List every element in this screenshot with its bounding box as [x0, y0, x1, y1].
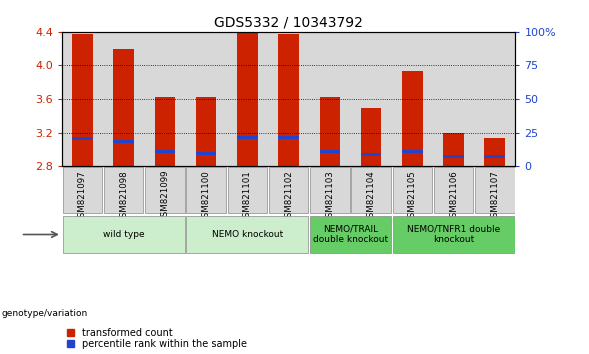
FancyBboxPatch shape — [186, 167, 226, 213]
Text: NEMO/TNFR1 double
knockout: NEMO/TNFR1 double knockout — [407, 225, 500, 244]
Text: GSM821097: GSM821097 — [78, 170, 87, 223]
Bar — [433, 32, 474, 166]
FancyBboxPatch shape — [62, 216, 185, 253]
FancyBboxPatch shape — [62, 167, 102, 213]
Bar — [113, 140, 134, 143]
FancyBboxPatch shape — [310, 167, 350, 213]
Bar — [319, 150, 340, 153]
Bar — [360, 108, 381, 166]
Bar — [237, 136, 258, 139]
FancyBboxPatch shape — [104, 167, 144, 213]
Bar — [484, 138, 505, 166]
FancyBboxPatch shape — [186, 216, 309, 253]
Text: GSM821106: GSM821106 — [449, 170, 458, 223]
Bar — [113, 50, 134, 166]
FancyBboxPatch shape — [310, 216, 391, 253]
Bar — [268, 32, 309, 166]
Bar — [227, 32, 268, 166]
Bar — [392, 32, 433, 166]
Bar — [474, 32, 515, 166]
Bar — [62, 32, 103, 166]
Text: GSM821099: GSM821099 — [160, 170, 170, 222]
Bar — [154, 97, 176, 166]
Bar — [154, 150, 176, 153]
FancyBboxPatch shape — [392, 216, 515, 253]
Text: genotype/variation: genotype/variation — [1, 309, 87, 318]
FancyBboxPatch shape — [269, 167, 309, 213]
Bar — [309, 32, 350, 166]
Bar — [402, 150, 422, 153]
Bar — [443, 133, 464, 166]
Bar — [72, 137, 92, 140]
Bar — [484, 155, 505, 158]
Text: GSM821105: GSM821105 — [408, 170, 417, 223]
Text: wild type: wild type — [103, 230, 144, 239]
Bar — [443, 155, 464, 158]
FancyBboxPatch shape — [434, 167, 474, 213]
Bar — [144, 32, 186, 166]
Text: GSM821103: GSM821103 — [325, 170, 335, 223]
Text: GSM821100: GSM821100 — [201, 170, 211, 223]
Text: GSM821102: GSM821102 — [284, 170, 293, 223]
Bar — [196, 152, 216, 155]
Bar — [186, 32, 227, 166]
Text: GSM821101: GSM821101 — [243, 170, 252, 223]
Bar — [278, 136, 299, 139]
FancyBboxPatch shape — [392, 167, 432, 213]
Text: GSM821107: GSM821107 — [490, 170, 499, 223]
Title: GDS5332 / 10343792: GDS5332 / 10343792 — [214, 15, 363, 29]
Text: GSM821098: GSM821098 — [119, 170, 128, 223]
Bar — [360, 153, 381, 156]
FancyBboxPatch shape — [227, 167, 267, 213]
Text: NEMO knockout: NEMO knockout — [212, 230, 283, 239]
Text: GSM821104: GSM821104 — [366, 170, 376, 223]
Bar — [350, 32, 392, 166]
Bar — [196, 97, 216, 166]
Bar — [103, 32, 144, 166]
FancyBboxPatch shape — [475, 167, 515, 213]
FancyBboxPatch shape — [145, 167, 185, 213]
Bar — [278, 34, 299, 166]
Bar — [237, 33, 258, 166]
Bar — [72, 34, 92, 166]
Text: NEMO/TRAIL
double knockout: NEMO/TRAIL double knockout — [313, 225, 388, 244]
Bar — [319, 97, 340, 166]
FancyBboxPatch shape — [351, 167, 391, 213]
Bar — [402, 71, 422, 166]
Legend: transformed count, percentile rank within the sample: transformed count, percentile rank withi… — [67, 328, 247, 349]
